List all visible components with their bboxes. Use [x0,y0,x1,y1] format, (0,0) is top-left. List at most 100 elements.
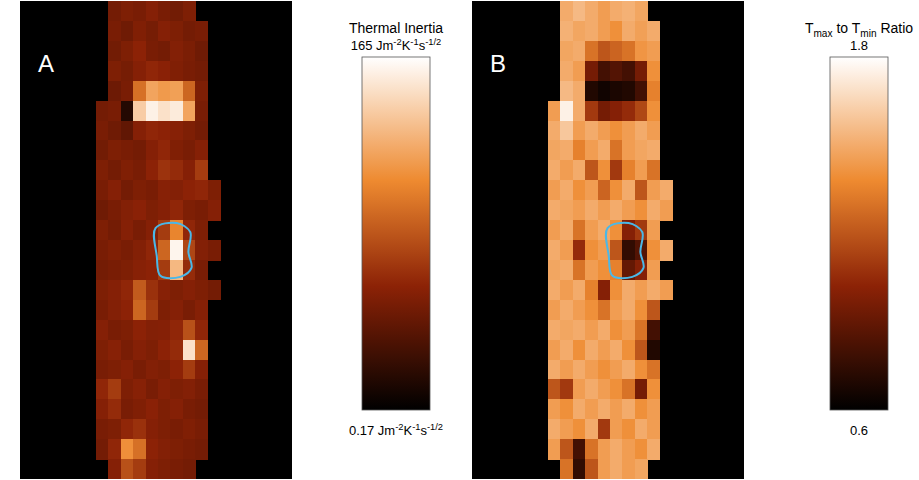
heatmap-cell [183,399,196,420]
heatmap-cell [121,1,134,22]
heatmap-cell [560,459,573,479]
heatmap-cell [108,240,121,261]
colorbar-tick-label: 0.17 Jm-2K-1s-1/2 [349,422,443,438]
heatmap-cell [208,280,221,301]
heatmap-cell [560,379,573,400]
heatmap-cell [158,21,171,42]
heatmap-cell [195,399,208,420]
heatmap-cell [133,101,146,122]
heatmap-cell [133,121,146,142]
heatmap-cell [146,180,159,201]
region-outline [154,223,192,279]
heatmap-cell [133,260,146,281]
heatmap-cell [133,61,146,82]
heatmap-cell [585,280,598,301]
heatmap-cell [660,240,673,261]
heatmap-cell [208,200,221,221]
heatmap-cell [647,320,660,341]
heatmap-cell [108,439,121,460]
heatmap-cell [158,300,171,321]
heatmap-cell [622,180,635,201]
heatmap-cell [573,61,586,82]
text-part: -2 [395,422,403,432]
heatmap-cell [560,41,573,62]
heatmap-cell [647,21,660,42]
heatmap-cell [598,140,611,161]
heatmap-cell [635,300,648,321]
heatmap-cell [146,220,159,241]
heatmap-cell [610,340,623,361]
heatmap-cell [170,340,183,361]
heatmap-cell [610,459,623,479]
heatmap-cell [573,360,586,381]
heatmap-cell [573,320,586,341]
heatmap-cell [585,160,598,181]
colorbar-tick-label: 1.8 [850,38,868,53]
heatmap-cell [585,180,598,201]
heatmap-cell [635,160,648,181]
heatmap-cell [133,140,146,161]
heatmap-cell [598,360,611,381]
heatmap-cell [573,180,586,201]
heatmap-cell [585,81,598,102]
heatmap-cell [573,1,586,22]
heatmap-cell [146,439,159,460]
heatmap-cell [96,340,109,361]
heatmap-cell [635,21,648,42]
heatmap-cell [560,1,573,22]
heatmap-cell [170,200,183,221]
heatmap-cell [610,320,623,341]
heatmap-cell [610,140,623,161]
heatmap-cell [133,21,146,42]
heatmap-cell [573,41,586,62]
heatmap-cell [610,101,623,122]
heatmap-cell [647,300,660,321]
heatmap-cell [560,81,573,102]
heatmap-cell [121,320,134,341]
heatmap-cell [622,61,635,82]
heatmap-cell [598,21,611,42]
region-outline [606,223,644,279]
heatmap-cell [108,81,121,102]
heatmap-cell [560,220,573,241]
heatmap-cell [548,320,561,341]
heatmap-cell [560,61,573,82]
heatmap-cell [195,320,208,341]
heatmap-cell [96,240,109,261]
heatmap-cell [146,61,159,82]
heatmap-cell [598,1,611,22]
heatmap-cell [647,81,660,102]
heatmap-cell [610,21,623,42]
heatmap-cell [158,340,171,361]
heatmap-cell [146,459,159,479]
heatmap-cell [573,379,586,400]
heatmap-cell [647,340,660,361]
heatmap-cell [548,439,561,460]
heatmap-cell [158,160,171,181]
heatmap-cell [548,240,561,261]
heatmap-cell [96,439,109,460]
heatmap-cell [560,121,573,142]
text-part: -1/2 [427,422,443,432]
heatmap-cell [133,340,146,361]
heatmap-cell [121,81,134,102]
heatmap-cell [548,220,561,241]
heatmap-cell [183,101,196,122]
heatmap-cell [195,160,208,181]
heatmap-cell [610,41,623,62]
heatmap-cell [195,280,208,301]
heatmap-cell [647,140,660,161]
heatmap-cell [146,21,159,42]
heatmap-cell [121,220,134,241]
heatmap-cell [183,121,196,142]
heatmap-cell [585,41,598,62]
heatmap-cell [622,140,635,161]
heatmap-cell [548,260,561,281]
heatmap-cell [108,41,121,62]
heatmap-cell [573,160,586,181]
heatmap-cell [170,1,183,22]
heatmap-cell [108,101,121,122]
heatmap-cell [96,160,109,181]
heatmap-cell [560,300,573,321]
heatmap-cell [158,280,171,301]
